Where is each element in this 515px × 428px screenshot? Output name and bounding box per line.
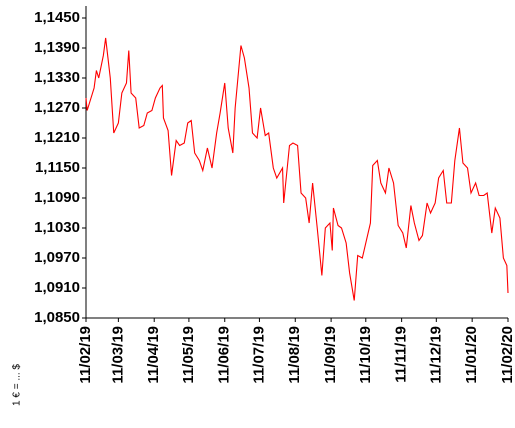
y-tick-label: 1,1390 [34,39,80,56]
y-tick-label: 1,1030 [34,219,80,236]
y-tick-label: 1,0850 [34,309,80,326]
y-tick-label: 1,1210 [34,129,80,146]
x-tick-label: 11/05/19 [180,326,197,384]
y-tick-label: 1,0970 [34,249,80,266]
x-tick-label: 11/07/19 [250,326,267,384]
x-tick-label: 11/08/19 [286,326,303,384]
y-tick-label: 1,1090 [34,189,80,206]
y-axis-label: 1 € = ... $ [12,364,23,406]
y-tick-label: 1,1150 [35,159,80,176]
x-tick-label: 11/01/20 [463,326,480,384]
x-tick-label: 11/10/19 [357,326,374,384]
x-tick-label: 11/02/19 [77,326,94,384]
x-tick-label: 11/04/19 [145,326,162,384]
y-tick-label: 1,0910 [34,279,80,296]
y-tick-label: 1,1270 [34,99,80,116]
x-tick-label: 11/11/19 [393,326,410,383]
x-tick-label: 11/06/19 [216,326,233,384]
x-tick-label: 11/02/20 [499,326,515,384]
x-tick-label: 11/09/19 [322,326,339,384]
x-tick-label: 11/03/19 [109,326,126,384]
x-tick-label: 11/12/19 [427,326,444,384]
y-tick-label: 1,1330 [34,69,80,86]
y-tick-label: 1,1450 [34,9,80,26]
line [85,37,509,301]
